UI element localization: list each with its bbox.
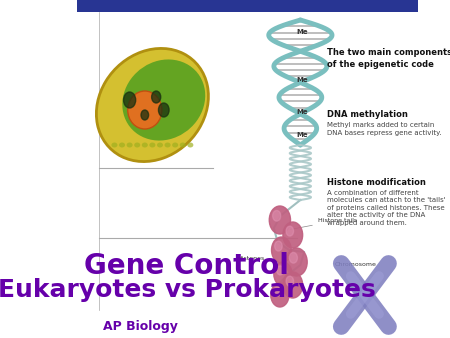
Circle shape — [269, 206, 291, 234]
Ellipse shape — [119, 143, 125, 147]
Text: Gene Control: Gene Control — [84, 252, 289, 280]
Text: AP Biology: AP Biology — [103, 320, 178, 333]
Circle shape — [286, 276, 293, 286]
Ellipse shape — [142, 143, 148, 147]
Text: Me: Me — [296, 77, 308, 83]
Ellipse shape — [128, 91, 162, 129]
Ellipse shape — [172, 143, 178, 147]
Circle shape — [277, 266, 284, 275]
Ellipse shape — [126, 143, 133, 147]
Text: A combination of different
molecules can attach to the 'tails'
of proteins calle: A combination of different molecules can… — [327, 190, 446, 226]
Ellipse shape — [157, 143, 163, 147]
Circle shape — [283, 272, 303, 298]
Circle shape — [274, 262, 292, 286]
Text: Chromosome: Chromosome — [334, 263, 376, 267]
Circle shape — [286, 248, 307, 276]
Circle shape — [271, 237, 291, 263]
Ellipse shape — [149, 143, 155, 147]
Text: Eukaryotes vs Prokaryotes: Eukaryotes vs Prokaryotes — [0, 278, 375, 302]
Text: Me: Me — [296, 132, 308, 138]
Text: DNA methylation: DNA methylation — [327, 110, 408, 119]
Ellipse shape — [180, 143, 186, 147]
Circle shape — [273, 211, 281, 221]
Ellipse shape — [122, 59, 205, 141]
Circle shape — [124, 92, 136, 108]
Circle shape — [283, 222, 303, 248]
Ellipse shape — [134, 143, 140, 147]
Circle shape — [286, 226, 293, 236]
Bar — [76, 0, 418, 12]
Text: Me: Me — [296, 29, 308, 35]
Text: The two main components
of the epigenetic code: The two main components of the epigeneti… — [327, 48, 450, 69]
Circle shape — [141, 110, 148, 120]
Ellipse shape — [112, 143, 117, 147]
Circle shape — [158, 103, 169, 117]
Ellipse shape — [96, 48, 208, 162]
Text: Histone modification: Histone modification — [327, 178, 426, 187]
Ellipse shape — [187, 143, 194, 147]
Ellipse shape — [165, 143, 171, 147]
Circle shape — [289, 252, 297, 263]
Text: Methyl marks added to certain
DNA bases repress gene activity.: Methyl marks added to certain DNA bases … — [327, 122, 441, 136]
Circle shape — [274, 287, 281, 296]
Circle shape — [271, 283, 289, 307]
Text: Me: Me — [296, 109, 308, 115]
Text: Histones: Histones — [238, 256, 265, 261]
Circle shape — [274, 241, 282, 251]
Text: Histone tails: Histone tails — [290, 218, 357, 230]
Circle shape — [152, 91, 161, 103]
